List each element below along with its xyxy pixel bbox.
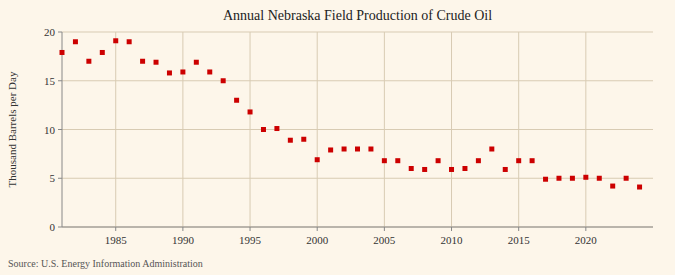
point [301,137,306,142]
x-tick-label: 1995 [239,234,262,246]
y-tick [58,227,62,228]
x-tick-label: 1985 [105,234,128,246]
x-tick [182,227,183,231]
y-tick-label: 0 [50,221,56,233]
point [543,177,548,182]
y-grid-line [62,129,653,130]
x-grid-line [182,32,183,227]
point [154,60,159,65]
point [113,38,118,43]
grid [62,32,653,227]
x-tick [451,227,452,231]
point [422,167,427,172]
point [73,39,78,44]
point [530,158,535,163]
y-tick [58,32,62,33]
x-tick-label: 2005 [373,234,396,246]
point [288,138,293,143]
x-tick-label: 2020 [575,234,598,246]
point [624,176,629,181]
x-tick-label: 1990 [172,234,195,246]
point [60,50,65,55]
x-grid-line [317,32,318,227]
point [315,157,320,162]
point [342,147,347,152]
points [60,38,643,189]
x-tick [115,227,116,231]
x-tick [585,227,586,231]
point [261,127,266,132]
point [274,126,279,131]
point [248,109,253,114]
title: Annual Nebraska Field Production of Crud… [223,8,492,23]
point [503,167,508,172]
x-tick [250,227,251,231]
point [516,158,521,163]
y-tick-label: 10 [44,124,56,136]
point [221,78,226,83]
point [100,50,105,55]
point [489,147,494,152]
background [0,0,675,275]
point [355,147,360,152]
point [167,70,172,75]
y-tick [58,129,62,130]
x-tick-label: 2015 [508,234,531,246]
axes: 0 5 10 15 20 1985 1990 1995 2000 2005 2010 2015 2020 [44,26,653,246]
x-grid-line [115,32,116,227]
point [583,175,588,180]
x-tick [518,227,519,231]
point [382,158,387,163]
point [234,98,239,103]
point [207,69,212,74]
x-grid-line [451,32,452,227]
y-tick [58,80,62,81]
point [462,166,467,171]
point [597,176,602,181]
x-tick [317,227,318,231]
point [449,167,454,172]
point [476,158,481,163]
x-tick [384,227,385,231]
y-grid-line [62,32,653,33]
y-grid-line [62,227,653,228]
point [127,39,132,44]
point [409,166,414,171]
point [194,60,199,65]
point [180,69,185,74]
x-grid-line [518,32,519,227]
point [637,185,642,190]
point [368,147,373,152]
y-tick-label: 5 [50,172,56,184]
x-grid-line [585,32,586,227]
point [556,176,561,181]
y-axis-label: Thousand Barrels per Day [6,71,18,187]
source-note: Source: U.S. Energy Information Administ… [8,258,203,269]
point [436,158,441,163]
y-tick-label: 15 [44,75,56,87]
chart: Annual Nebraska Field Production of Crud… [0,0,675,275]
point [570,176,575,181]
x-axis-line [62,227,653,228]
y-grid-line [62,178,653,179]
point [610,184,615,189]
x-tick-label: 2010 [441,234,464,246]
point [395,158,400,163]
point [86,59,91,64]
x-grid-line [384,32,385,227]
y-grid-line [62,80,653,81]
x-tick-label: 2000 [306,234,329,246]
y-tick-label: 20 [44,26,56,38]
point [140,59,145,64]
y-tick [58,178,62,179]
y-axis-line [62,32,63,227]
point [328,147,333,152]
x-grid-line [250,32,251,227]
